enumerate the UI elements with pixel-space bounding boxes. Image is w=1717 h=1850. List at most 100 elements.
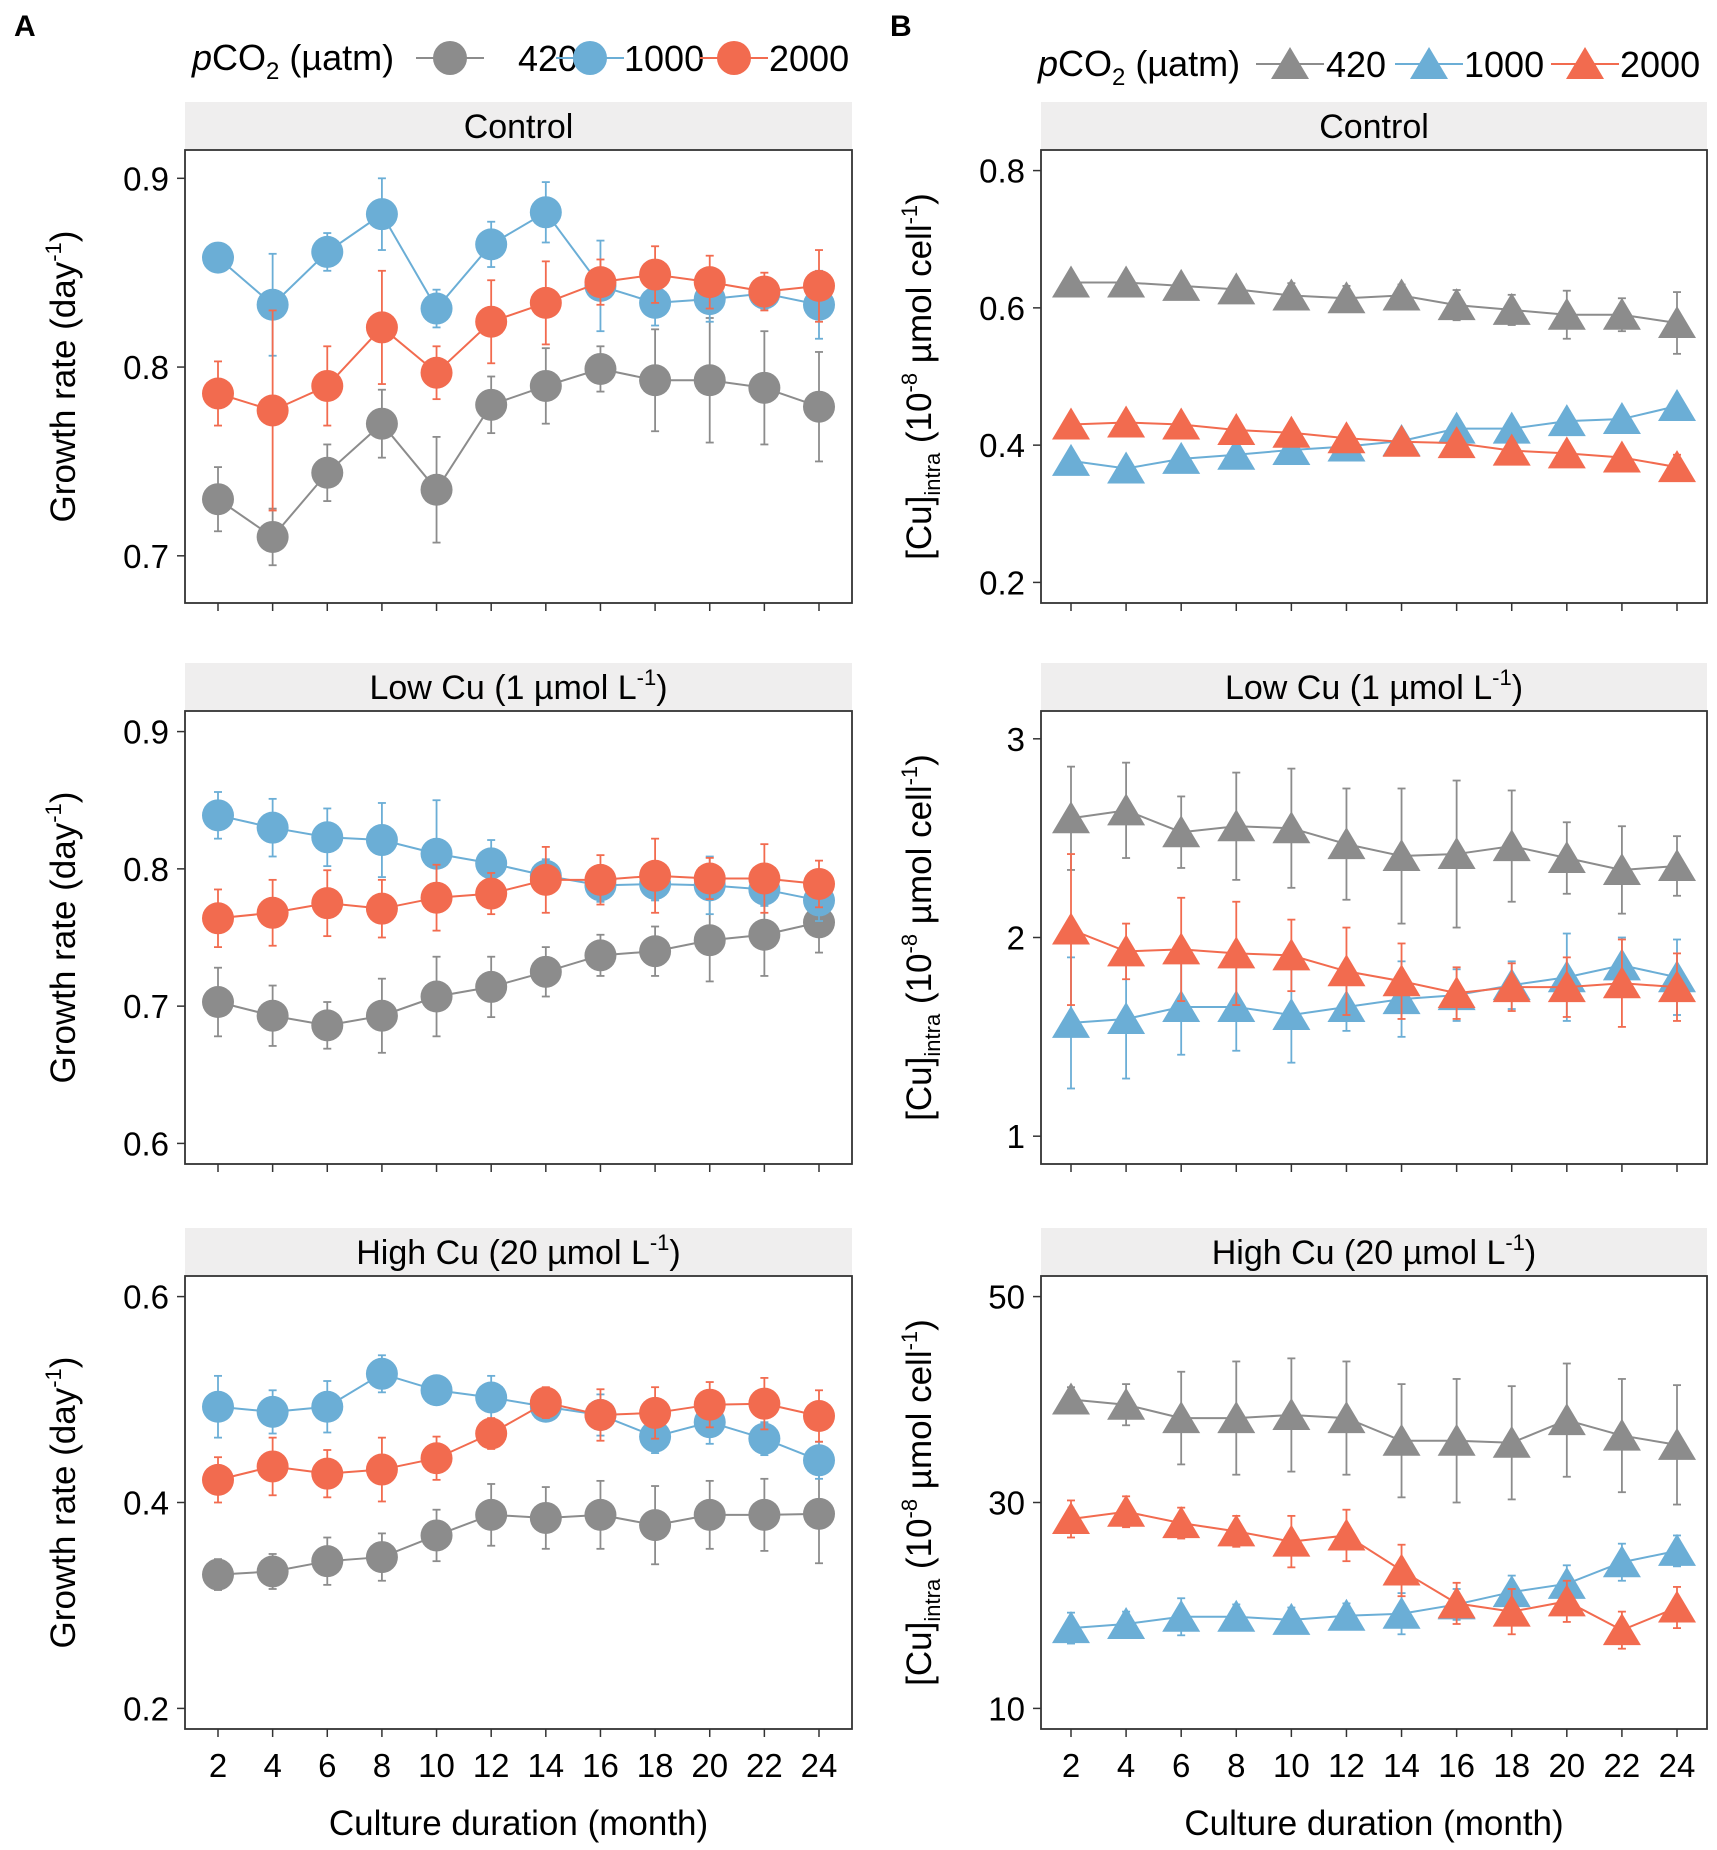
series-line — [1070, 1549, 1678, 1630]
plot-frame — [184, 1275, 853, 1730]
data-point — [1107, 1606, 1146, 1639]
data-point — [1272, 997, 1311, 1030]
data-point — [1217, 272, 1256, 305]
data-point — [1162, 815, 1201, 848]
data-point — [256, 1395, 289, 1428]
panel-letter-b: B — [890, 10, 912, 43]
data-point — [529, 863, 562, 896]
legend-label-1000: 1000 — [1464, 44, 1544, 85]
data-point — [529, 955, 562, 988]
series-2000 — [202, 837, 835, 949]
data-point — [1382, 839, 1421, 872]
data-point — [693, 862, 726, 895]
data-point — [1272, 415, 1311, 448]
ylabel-mid: (10 — [900, 954, 939, 1014]
data-point — [1217, 809, 1256, 842]
data-point — [1327, 1598, 1366, 1631]
series-line — [217, 273, 820, 412]
data-point — [1052, 1501, 1090, 1534]
facet-strip-label: High Cu (20 µmol L-1) — [1212, 1230, 1537, 1272]
ylabel-mid: (10 — [900, 393, 939, 453]
ylabel-main: Growth rate (day — [44, 822, 83, 1083]
x-tick-label: 6 — [1172, 1747, 1190, 1784]
x-axis-title: Culture duration (month) — [1184, 1804, 1563, 1843]
data-point — [1107, 1001, 1146, 1034]
plot-frame — [1040, 149, 1708, 604]
data-point — [420, 1374, 453, 1407]
panel-letter-a: A — [14, 10, 36, 43]
y-tick-label: 0.2 — [123, 1690, 169, 1727]
ylabel-main: [Cu] — [900, 496, 939, 560]
plot-frame — [1040, 1275, 1708, 1730]
data-point — [584, 352, 617, 385]
legend-title: pCO2 (µatm) — [191, 37, 394, 85]
x-tick-label: 12 — [473, 1747, 510, 1784]
x-tick-label: 18 — [1493, 1747, 1530, 1784]
x-tick-label: 4 — [1117, 1747, 1135, 1784]
data-point — [1107, 1494, 1146, 1527]
data-point — [1272, 811, 1311, 844]
series-line — [217, 921, 820, 1027]
facet-strip-label: Low Cu (1 µmol L-1) — [1225, 665, 1523, 707]
data-point — [1382, 1423, 1421, 1456]
data-point — [475, 228, 508, 261]
data-point — [475, 877, 508, 910]
series-2000 — [202, 245, 835, 512]
series-line — [1070, 405, 1678, 470]
ylabel-sub: intra — [920, 452, 945, 496]
legend-marker-triangle — [1566, 47, 1604, 79]
legend-title-main: CO — [1058, 43, 1112, 84]
series-420 — [1052, 1357, 1696, 1506]
facet-strip — [185, 663, 852, 711]
ylabel-sub: intra — [920, 1578, 945, 1622]
legend-item-2000: 2000 — [1551, 44, 1700, 85]
ylabel-end: ) — [44, 231, 83, 243]
data-point — [1602, 1418, 1641, 1451]
plot-frame — [184, 149, 853, 604]
data-point — [1272, 1602, 1311, 1635]
ylabel-sup: -1 — [41, 803, 66, 823]
legend-title-italic: p — [1037, 43, 1058, 84]
ylabel-end: ) — [44, 1357, 83, 1369]
data-point — [202, 1390, 234, 1423]
data-point — [1547, 1584, 1586, 1617]
x-tick-label: 8 — [373, 1747, 391, 1784]
y-tick-label: 0.4 — [979, 427, 1025, 464]
facet-strip — [1041, 663, 1707, 711]
data-point — [748, 862, 781, 895]
strip-main: Control — [1319, 108, 1429, 146]
y-axis-title: Growth rate (day-1) — [41, 1357, 83, 1649]
data-point — [1547, 841, 1586, 874]
strip-end: ) — [1525, 1234, 1536, 1272]
series-line — [1070, 1510, 1678, 1632]
data-point — [1547, 297, 1586, 330]
ylabel-sup: -8 — [897, 934, 922, 954]
data-point — [1052, 1611, 1090, 1644]
data-point — [1602, 852, 1641, 885]
data-point — [803, 906, 835, 939]
y-tick-label: 0.7 — [123, 538, 169, 575]
series-2000 — [202, 1377, 835, 1504]
data-point — [420, 292, 453, 325]
data-point — [202, 377, 234, 410]
ylabel-end: ) — [900, 193, 939, 205]
x-tick-label: 24 — [801, 1747, 838, 1784]
data-point — [803, 269, 835, 302]
data-point — [1658, 305, 1696, 338]
y-tick-label: 1 — [1007, 1118, 1025, 1155]
data-point — [256, 1555, 289, 1588]
y-tick-label: 0.8 — [979, 153, 1025, 190]
x-tick-label: 2 — [1062, 1747, 1080, 1784]
facet-strip-label: Control — [464, 108, 574, 146]
legend: pCO2 (µatm) 420 1000 2000 — [1037, 43, 1700, 91]
facet-1: Control 0.2 0.4 0.6 0.8 [Cu]intra (10-8 µmol … — [897, 102, 1708, 611]
data-point — [1052, 443, 1090, 476]
data-point — [1382, 964, 1421, 997]
data-point — [693, 1498, 726, 1531]
data-point — [1547, 1403, 1586, 1436]
y-axis-title: [Cu]intra (10-8 µmol cell-1) — [897, 193, 945, 560]
y-tick-label: 2 — [1007, 920, 1025, 957]
